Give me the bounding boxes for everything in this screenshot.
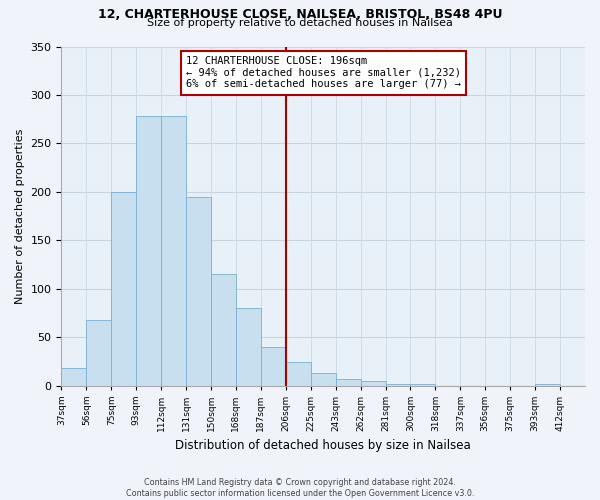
Bar — [335, 379, 361, 386]
Bar — [286, 362, 311, 386]
Bar — [410, 384, 436, 386]
Text: Contains HM Land Registry data © Crown copyright and database right 2024.
Contai: Contains HM Land Registry data © Crown c… — [126, 478, 474, 498]
Bar — [161, 116, 186, 386]
Text: Size of property relative to detached houses in Nailsea: Size of property relative to detached ho… — [147, 18, 453, 28]
Bar — [111, 192, 136, 386]
Bar — [386, 384, 410, 386]
Bar — [211, 274, 236, 386]
X-axis label: Distribution of detached houses by size in Nailsea: Distribution of detached houses by size … — [175, 440, 471, 452]
Bar — [311, 373, 335, 386]
Bar — [186, 196, 211, 386]
Bar — [261, 347, 286, 386]
Bar — [361, 381, 386, 386]
Text: 12 CHARTERHOUSE CLOSE: 196sqm
← 94% of detached houses are smaller (1,232)
6% of: 12 CHARTERHOUSE CLOSE: 196sqm ← 94% of d… — [186, 56, 461, 90]
Bar — [86, 320, 111, 386]
Bar — [136, 116, 161, 386]
Text: 12, CHARTERHOUSE CLOSE, NAILSEA, BRISTOL, BS48 4PU: 12, CHARTERHOUSE CLOSE, NAILSEA, BRISTOL… — [98, 8, 502, 20]
Bar — [236, 308, 261, 386]
Bar — [535, 384, 560, 386]
Y-axis label: Number of detached properties: Number of detached properties — [15, 128, 25, 304]
Bar — [61, 368, 86, 386]
